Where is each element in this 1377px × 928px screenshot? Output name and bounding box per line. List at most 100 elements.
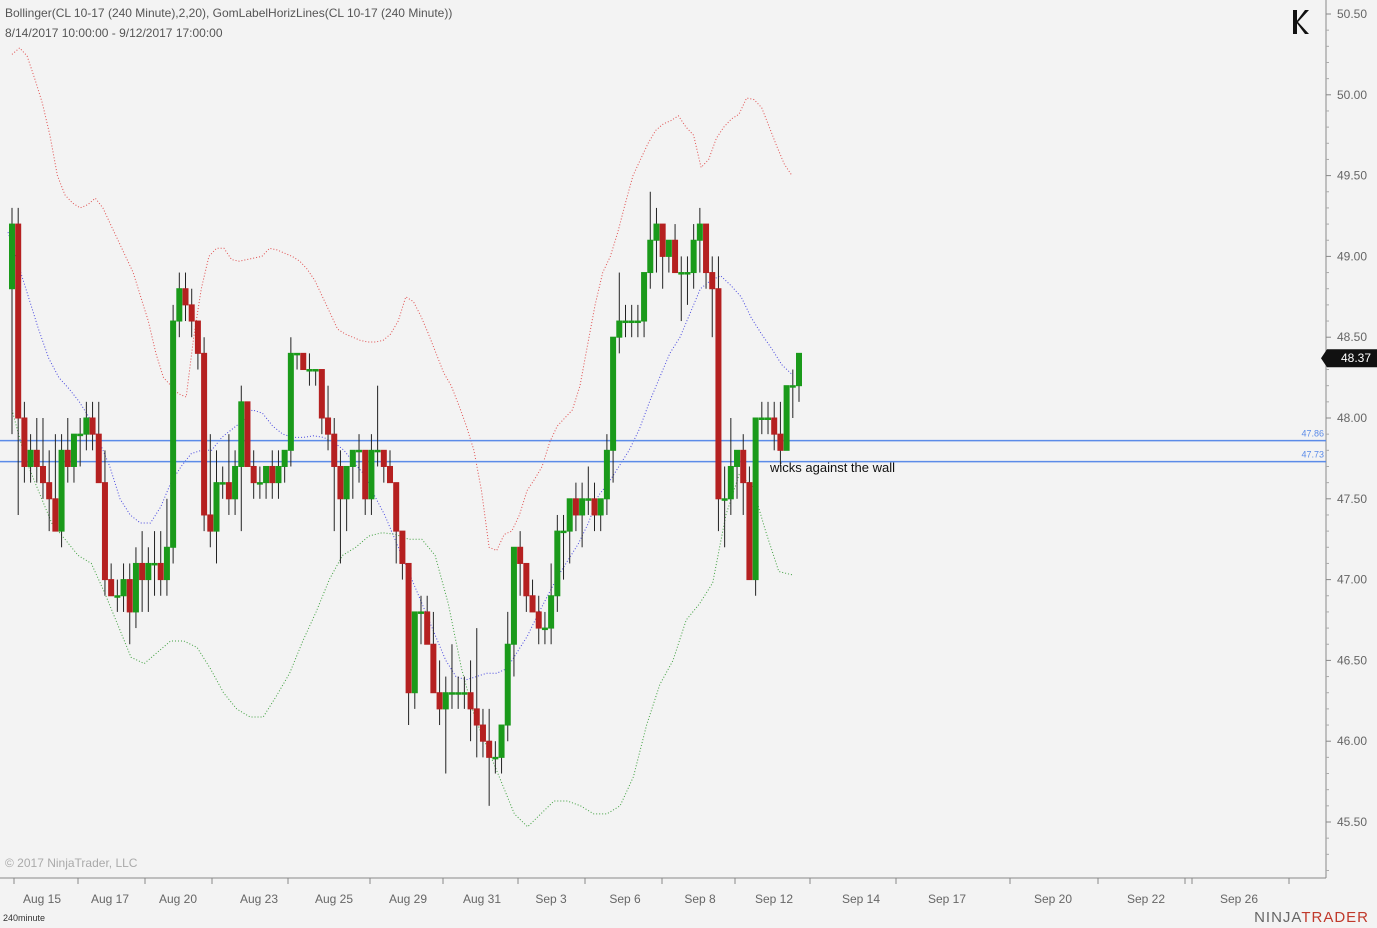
y-tick-label: 47.00: [1337, 573, 1367, 587]
candle-body: [331, 433, 338, 467]
candle-body: [39, 465, 46, 484]
candle-body: [238, 401, 245, 467]
candle-body: [368, 449, 375, 500]
candle-body: [275, 465, 282, 484]
band-lower: [11, 409, 793, 828]
candle-body: [343, 465, 350, 500]
candle-body: [33, 449, 40, 467]
brand-left: NINJA: [1254, 909, 1302, 926]
candle-body: [758, 417, 765, 420]
candle-body: [139, 562, 146, 581]
candle-body: [89, 417, 96, 435]
candle-body: [151, 562, 158, 566]
candle-body: [597, 498, 604, 516]
candle-body: [163, 546, 170, 581]
x-tick-label: Aug 20: [159, 892, 197, 906]
candle-body: [182, 288, 189, 306]
candle-body: [548, 595, 555, 629]
candle-body: [622, 320, 629, 324]
candle-body: [436, 692, 443, 710]
candle-body: [566, 498, 573, 532]
candle-body: [541, 627, 548, 631]
candle-body: [387, 465, 394, 484]
candle-body: [498, 724, 505, 758]
candle-body: [690, 239, 697, 274]
y-tick-label: 46.00: [1337, 734, 1367, 748]
x-tick-label: Sep 14: [842, 892, 880, 906]
x-tick-label: Sep 22: [1127, 892, 1165, 906]
candle-body: [201, 352, 208, 516]
candle-body: [430, 643, 437, 694]
candle-body: [473, 708, 480, 726]
candle-body: [659, 223, 666, 257]
candle-body: [269, 465, 276, 484]
candle-body: [740, 449, 747, 484]
candle-body: [560, 530, 567, 534]
x-tick-label: Sep 20: [1034, 892, 1072, 906]
candle-body: [287, 352, 294, 451]
candle-body: [83, 417, 90, 435]
candle-body: [120, 579, 127, 597]
candle-body: [448, 692, 455, 695]
candle-body: [349, 449, 356, 467]
candle-body: [58, 449, 65, 532]
candle-body: [703, 223, 710, 274]
x-tick-label: Sep 3: [535, 892, 567, 906]
candle-body: [647, 239, 654, 274]
candle-body: [696, 223, 703, 241]
candle-body: [461, 692, 468, 695]
x-tick-label: Sep 12: [755, 892, 793, 906]
candle-body: [46, 482, 53, 500]
axes: 50.50 50.00 49.50 49.00 48.50 48.00 47.50 47.00…: [0, 0, 1377, 906]
candle-body: [232, 465, 239, 500]
jump-to-start-button[interactable]: [1293, 10, 1311, 34]
candle-body: [591, 498, 598, 516]
candle-body: [535, 611, 542, 629]
candle-body: [145, 562, 152, 581]
candle-body: [486, 740, 493, 758]
candle-body: [225, 482, 232, 500]
x-tick-label: Sep 6: [609, 892, 641, 906]
candle-body: [114, 595, 121, 598]
candle-body: [715, 288, 722, 500]
candle-body: [529, 595, 536, 613]
candle-body: [603, 449, 610, 500]
x-tick-label: Aug 29: [389, 892, 427, 906]
candle-body: [653, 223, 660, 241]
candle-body: [641, 272, 648, 322]
candle-body: [610, 336, 617, 451]
candle-body: [424, 611, 431, 645]
candle-body: [399, 530, 406, 564]
candle-body: [709, 272, 716, 290]
candle-body: [108, 579, 115, 597]
y-tick-label: 48.00: [1337, 411, 1367, 425]
candle-body: [721, 498, 728, 501]
x-tick-label: Aug 23: [240, 892, 278, 906]
candle-body: [21, 417, 28, 467]
y-tick-label: 49.50: [1337, 169, 1367, 183]
candle-body: [492, 756, 499, 760]
y-tick-label: 46.50: [1337, 653, 1367, 667]
candle-body: [554, 530, 561, 597]
candle-body: [572, 498, 579, 516]
y-tick-label: 49.00: [1337, 249, 1367, 263]
brand-right: TRADER: [1301, 909, 1369, 926]
y-tick-label: 45.50: [1337, 815, 1367, 829]
candle-body: [219, 482, 226, 485]
candle-body: [52, 498, 59, 532]
date-range: 8/14/2017 10:00:00 - 9/12/2017 17:00:00: [5, 26, 223, 40]
band-upper: [11, 47, 793, 552]
candle-body: [15, 223, 22, 419]
candle-body: [585, 498, 592, 501]
candle-body: [442, 692, 449, 710]
candle-body: [188, 304, 195, 322]
candle-body: [9, 223, 15, 290]
candle-body: [393, 482, 400, 532]
bollinger-bands: [7, 47, 793, 828]
candle-body: [634, 320, 641, 324]
candle-body: [771, 417, 778, 435]
candle-body: [789, 385, 796, 388]
candle-body: [356, 449, 363, 453]
candle-body: [746, 482, 753, 581]
